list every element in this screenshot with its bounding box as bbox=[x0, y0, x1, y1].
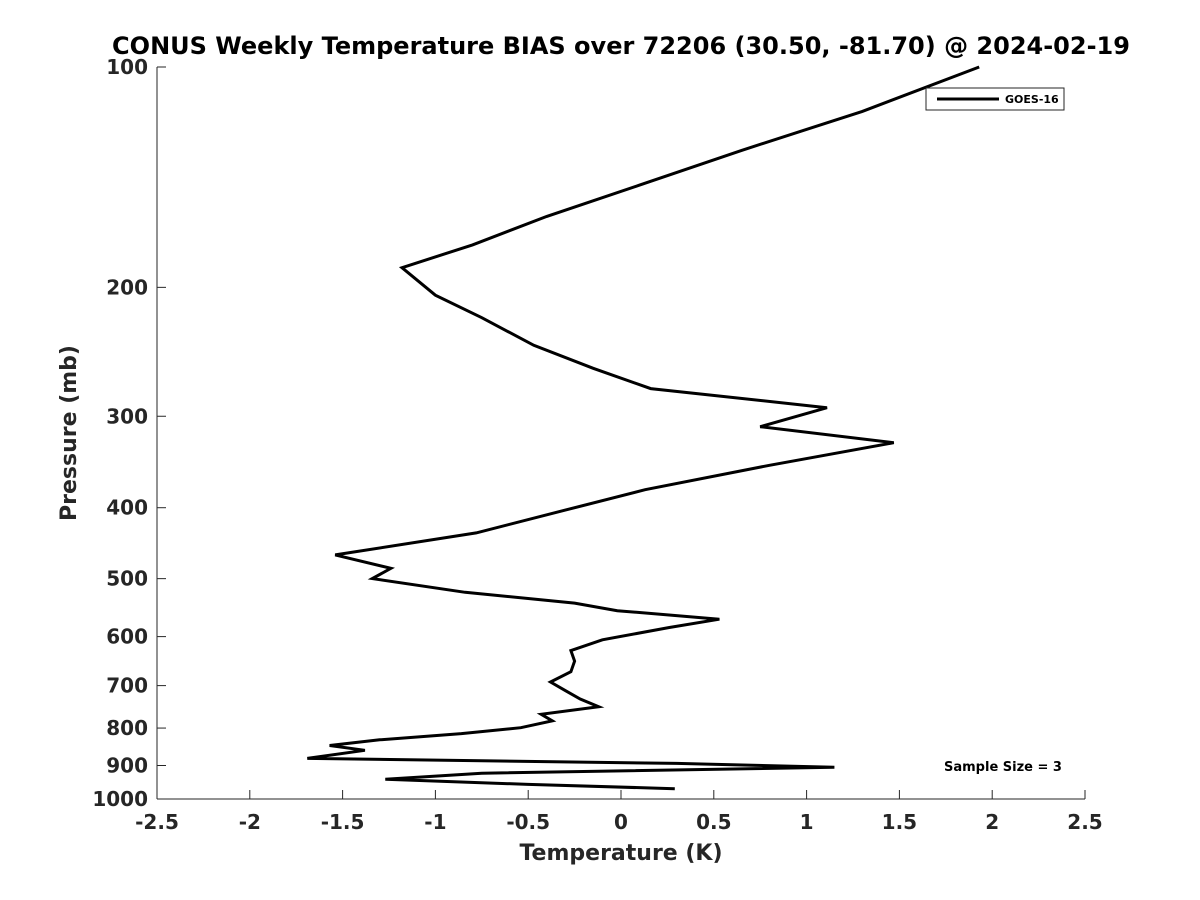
y-axis-label: Pressure (mb) bbox=[57, 345, 82, 521]
x-tick-label: 0.5 bbox=[696, 810, 731, 834]
y-tick-label: 900 bbox=[106, 754, 148, 778]
y-tick-label: 500 bbox=[106, 567, 148, 591]
y-tick-label: 300 bbox=[106, 404, 148, 428]
plot-frame bbox=[156, 67, 1085, 800]
chart-title: CONUS Weekly Temperature BIAS over 72206… bbox=[112, 32, 1130, 60]
x-axis-ticks: -2.5 -2 -1.5 -1 -0.5 0 0.5 1 1.5 2 2.5 bbox=[135, 790, 1103, 834]
x-tick-label: 1 bbox=[800, 810, 814, 834]
legend-series-label: GOES-16 bbox=[1005, 93, 1059, 106]
x-tick-label: 2.5 bbox=[1067, 810, 1102, 834]
x-tick-label: 1.5 bbox=[882, 810, 917, 834]
x-tick-label: -1.5 bbox=[321, 810, 365, 834]
y-tick-label: 200 bbox=[106, 275, 148, 299]
legend: GOES-16 bbox=[925, 87, 1065, 111]
sample-size-annotation: Sample Size = 3 bbox=[944, 760, 1062, 775]
y-tick-label: 600 bbox=[106, 625, 148, 649]
x-tick-label: -1 bbox=[424, 810, 446, 834]
x-axis-label: Temperature (K) bbox=[519, 841, 722, 866]
y-tick-label: 400 bbox=[106, 496, 148, 520]
y-tick-label: 700 bbox=[106, 674, 148, 698]
x-tick-label: -2 bbox=[239, 810, 261, 834]
y-tick-label: 100 bbox=[106, 55, 148, 79]
y-tick-label: 1000 bbox=[92, 787, 148, 811]
series-line-goes-16 bbox=[307, 65, 980, 791]
y-tick-label: 800 bbox=[106, 716, 148, 740]
x-tick-label: 2 bbox=[985, 810, 999, 834]
y-axis-ticks: 100 200 300 400 500 600 700 800 900 1000 bbox=[92, 55, 166, 811]
x-tick-label: -0.5 bbox=[506, 810, 550, 834]
series-layer bbox=[307, 65, 980, 791]
x-tick-label: -2.5 bbox=[135, 810, 179, 834]
x-tick-label: 0 bbox=[614, 810, 628, 834]
